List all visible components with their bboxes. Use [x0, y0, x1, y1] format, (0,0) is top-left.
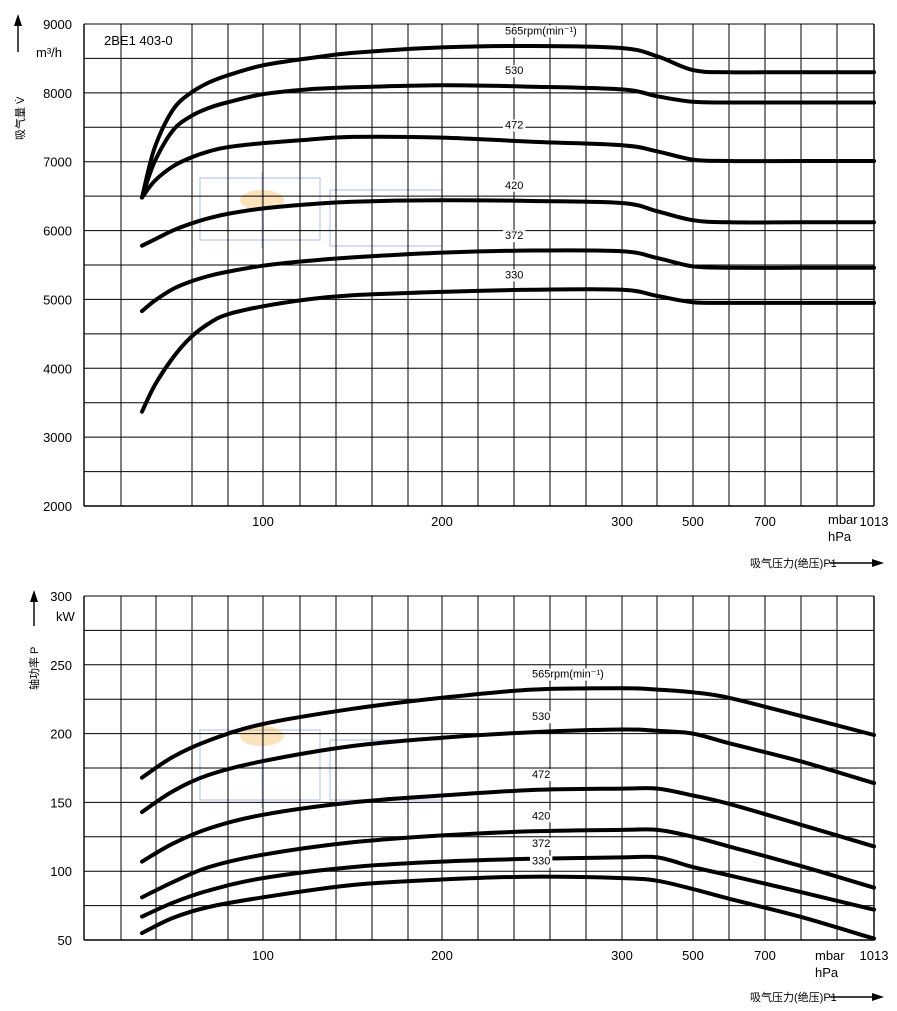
x-tick-label: 700 — [754, 514, 776, 529]
x-tick-label: 200 — [431, 948, 453, 963]
y-tick-label: 5000 — [43, 292, 72, 307]
y-tick-label: 7000 — [43, 155, 72, 170]
series-label-background — [503, 119, 526, 132]
series-label-3: 420 — [532, 810, 550, 822]
x-tick-label: 200 — [431, 514, 453, 529]
upper-x-unit-mbar: mbar — [828, 512, 858, 527]
x-tick-label: 500 — [682, 948, 704, 963]
y-tick-label: 6000 — [43, 224, 72, 239]
series-label-1: 530 — [505, 65, 523, 77]
y-tick-label: 2000 — [43, 499, 72, 514]
series-label-background — [503, 25, 579, 38]
x-tick-label: 300 — [611, 514, 633, 529]
x-tick-label: 100 — [252, 514, 274, 529]
y-tick-label: 9000 — [43, 17, 72, 32]
series-label-3: 420 — [505, 180, 523, 192]
series-label-background — [530, 837, 553, 850]
y-tick-label: 150 — [50, 795, 72, 810]
y-tick-label: 200 — [50, 727, 72, 742]
y-tick-label: 3000 — [43, 430, 72, 445]
lower-y-axis-label: 轴功率 P — [27, 647, 41, 690]
x-tick-label: 1013 — [860, 514, 889, 529]
series-curve-3 — [140, 827, 876, 900]
series-label-4: 372 — [532, 838, 550, 850]
upper-y-axis-label: 吸气量 V̇ — [13, 96, 27, 140]
upper-x-unit-hpa: hPa — [828, 529, 852, 544]
series-label-background — [530, 711, 553, 724]
series-curve-1 — [140, 727, 876, 814]
upper-chart-title: 2BE1 403-0 — [104, 33, 173, 48]
series-curve-0 — [140, 43, 876, 200]
lower-x-unit-mbar: mbar — [815, 948, 845, 963]
watermark-upper — [199, 172, 443, 248]
series-label-5: 330 — [532, 856, 550, 868]
series-label-0: 565rpm(min⁻¹) — [505, 25, 577, 37]
y-tick-label: 250 — [50, 658, 72, 673]
upper-chart-series-labels: 565rpm(min⁻¹) 530 472 420 372 330 — [503, 25, 579, 282]
series-label-background — [530, 769, 553, 782]
x-tick-label: 500 — [682, 514, 704, 529]
upper-chart-x-tick-labels: 100 200 300 500 700 1013 — [252, 514, 888, 529]
series-curve-5 — [140, 874, 876, 941]
series-label-2: 472 — [505, 120, 523, 132]
y-tick-label: 100 — [50, 864, 72, 879]
y-tick-label: 300 — [50, 589, 72, 604]
x-tick-label: 100 — [252, 948, 274, 963]
series-curve-3 — [140, 198, 876, 248]
lower-chart-grid — [83, 595, 875, 941]
lower-x-axis-arrow — [830, 993, 884, 1001]
series-label-1: 530 — [532, 711, 550, 723]
upper-x-axis-label: 吸气压力(绝压)P1 — [750, 556, 837, 570]
upper-chart-grid — [83, 23, 875, 507]
y-tick-label: 8000 — [43, 86, 72, 101]
lower-x-axis-label: 吸气压力(绝压)P1 — [750, 990, 837, 1004]
lower-chart-y-tick-labels: 50 100 150 200 250 300 — [50, 589, 72, 948]
series-curve-5 — [140, 287, 876, 414]
lower-x-unit-hpa: hPa — [815, 965, 839, 980]
lower-chart-curves — [140, 686, 876, 941]
upper-chart-y-tick-labels: 2000 3000 4000 5000 6000 7000 8000 9000 — [43, 17, 72, 514]
series-label-background — [503, 230, 526, 243]
series-label-background — [503, 65, 526, 78]
series-label-background — [503, 179, 526, 192]
series-curve-2 — [140, 134, 876, 200]
lower-y-unit: kW — [56, 609, 76, 624]
x-tick-label: 300 — [611, 948, 633, 963]
series-curve-2 — [140, 786, 876, 864]
series-curve-0 — [140, 686, 876, 780]
series-curve-4 — [140, 248, 876, 314]
lower-chart-series-labels: 565rpm(min⁻¹) 530 472 420 372 330 — [530, 668, 606, 868]
y-tick-label: 50 — [58, 933, 72, 948]
series-label-background — [530, 810, 553, 823]
series-label-2: 472 — [532, 769, 550, 781]
x-tick-label: 700 — [754, 948, 776, 963]
x-tick-label: 1013 — [860, 948, 889, 963]
upper-y-axis-arrow — [14, 14, 22, 52]
series-label-background — [530, 668, 606, 681]
lower-y-axis-arrow — [30, 590, 38, 626]
series-label-background — [530, 855, 553, 868]
series-label-4: 372 — [505, 230, 523, 242]
y-tick-label: 4000 — [43, 361, 72, 376]
upper-y-unit: m³/h — [36, 45, 62, 60]
series-label-background — [503, 269, 526, 282]
upper-chart-curves — [140, 43, 876, 414]
series-curve-1 — [140, 83, 876, 200]
series-label-0: 565rpm(min⁻¹) — [532, 669, 604, 681]
series-label-5: 330 — [505, 269, 523, 281]
lower-chart-x-tick-labels: 100 200 300 500 700 1013 — [252, 948, 888, 963]
upper-x-axis-arrow — [830, 559, 884, 567]
